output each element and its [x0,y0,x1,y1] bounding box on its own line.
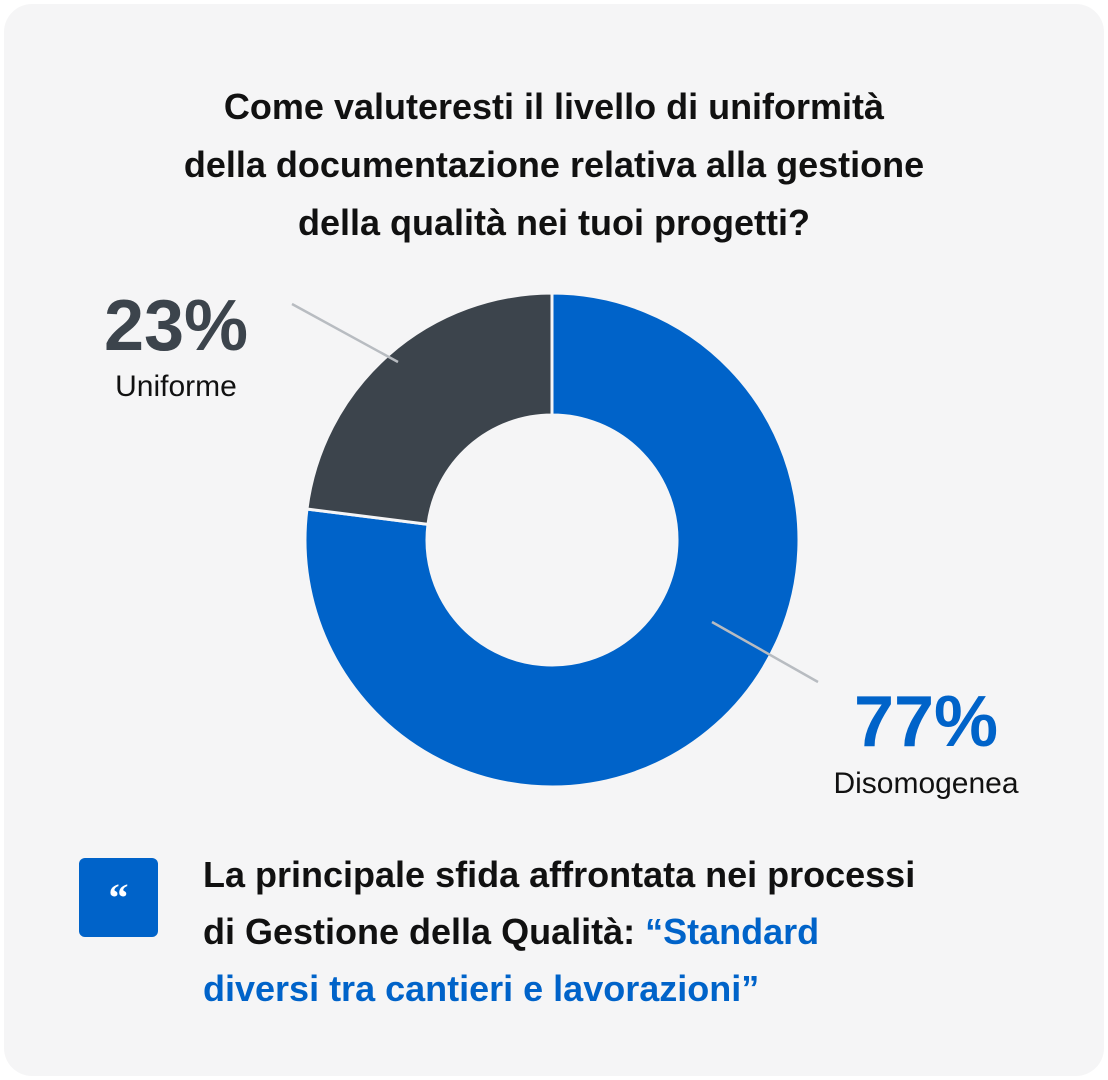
chart-title-line-1: Come valuteresti il livello di uniformit… [223,86,885,127]
quote-mark: “ [108,875,129,920]
slice-uniforme [305,291,554,527]
percent-label-disomogenea: 77% [854,682,998,762]
slice-disomogenea [303,291,801,789]
donut-chart: 77% Disomogenea 23% Uniforme [104,286,1019,800]
quote-text: La principale sfida affrontata nei proce… [203,846,1063,1017]
chart-title: Come valuteresti il livello di uniformit… [0,78,1108,252]
quote-line-2-accent: “Standard [645,911,820,952]
quote-icon: “ [79,858,158,937]
category-label-disomogenea: Disomogenea [833,767,1018,800]
percent-label-uniforme: 23% [104,286,248,366]
leader-line-disomogenea [711,620,819,684]
quote-line-3: diversi tra cantieri e lavorazioni” [203,968,760,1009]
quote-line-2-plain: di Gestione della Qualità: [203,911,646,952]
chart-title-line-3: della qualità nei tuoi progetti? [297,202,810,243]
quote-line-1: La principale sfida affrontata nei proce… [203,854,916,895]
chart-title-line-2: della documentazione relativa alla gesti… [183,144,925,185]
category-label-uniforme: Uniforme [115,370,237,403]
leader-line-uniforme [291,302,399,364]
card-background [4,4,1104,1076]
slice-labels: 77% Disomogenea 23% Uniforme [104,286,1019,800]
donut-slices [303,291,801,789]
quote-line-2: di Gestione della Qualità: “Standard [203,903,1063,960]
leader-lines [291,302,819,684]
